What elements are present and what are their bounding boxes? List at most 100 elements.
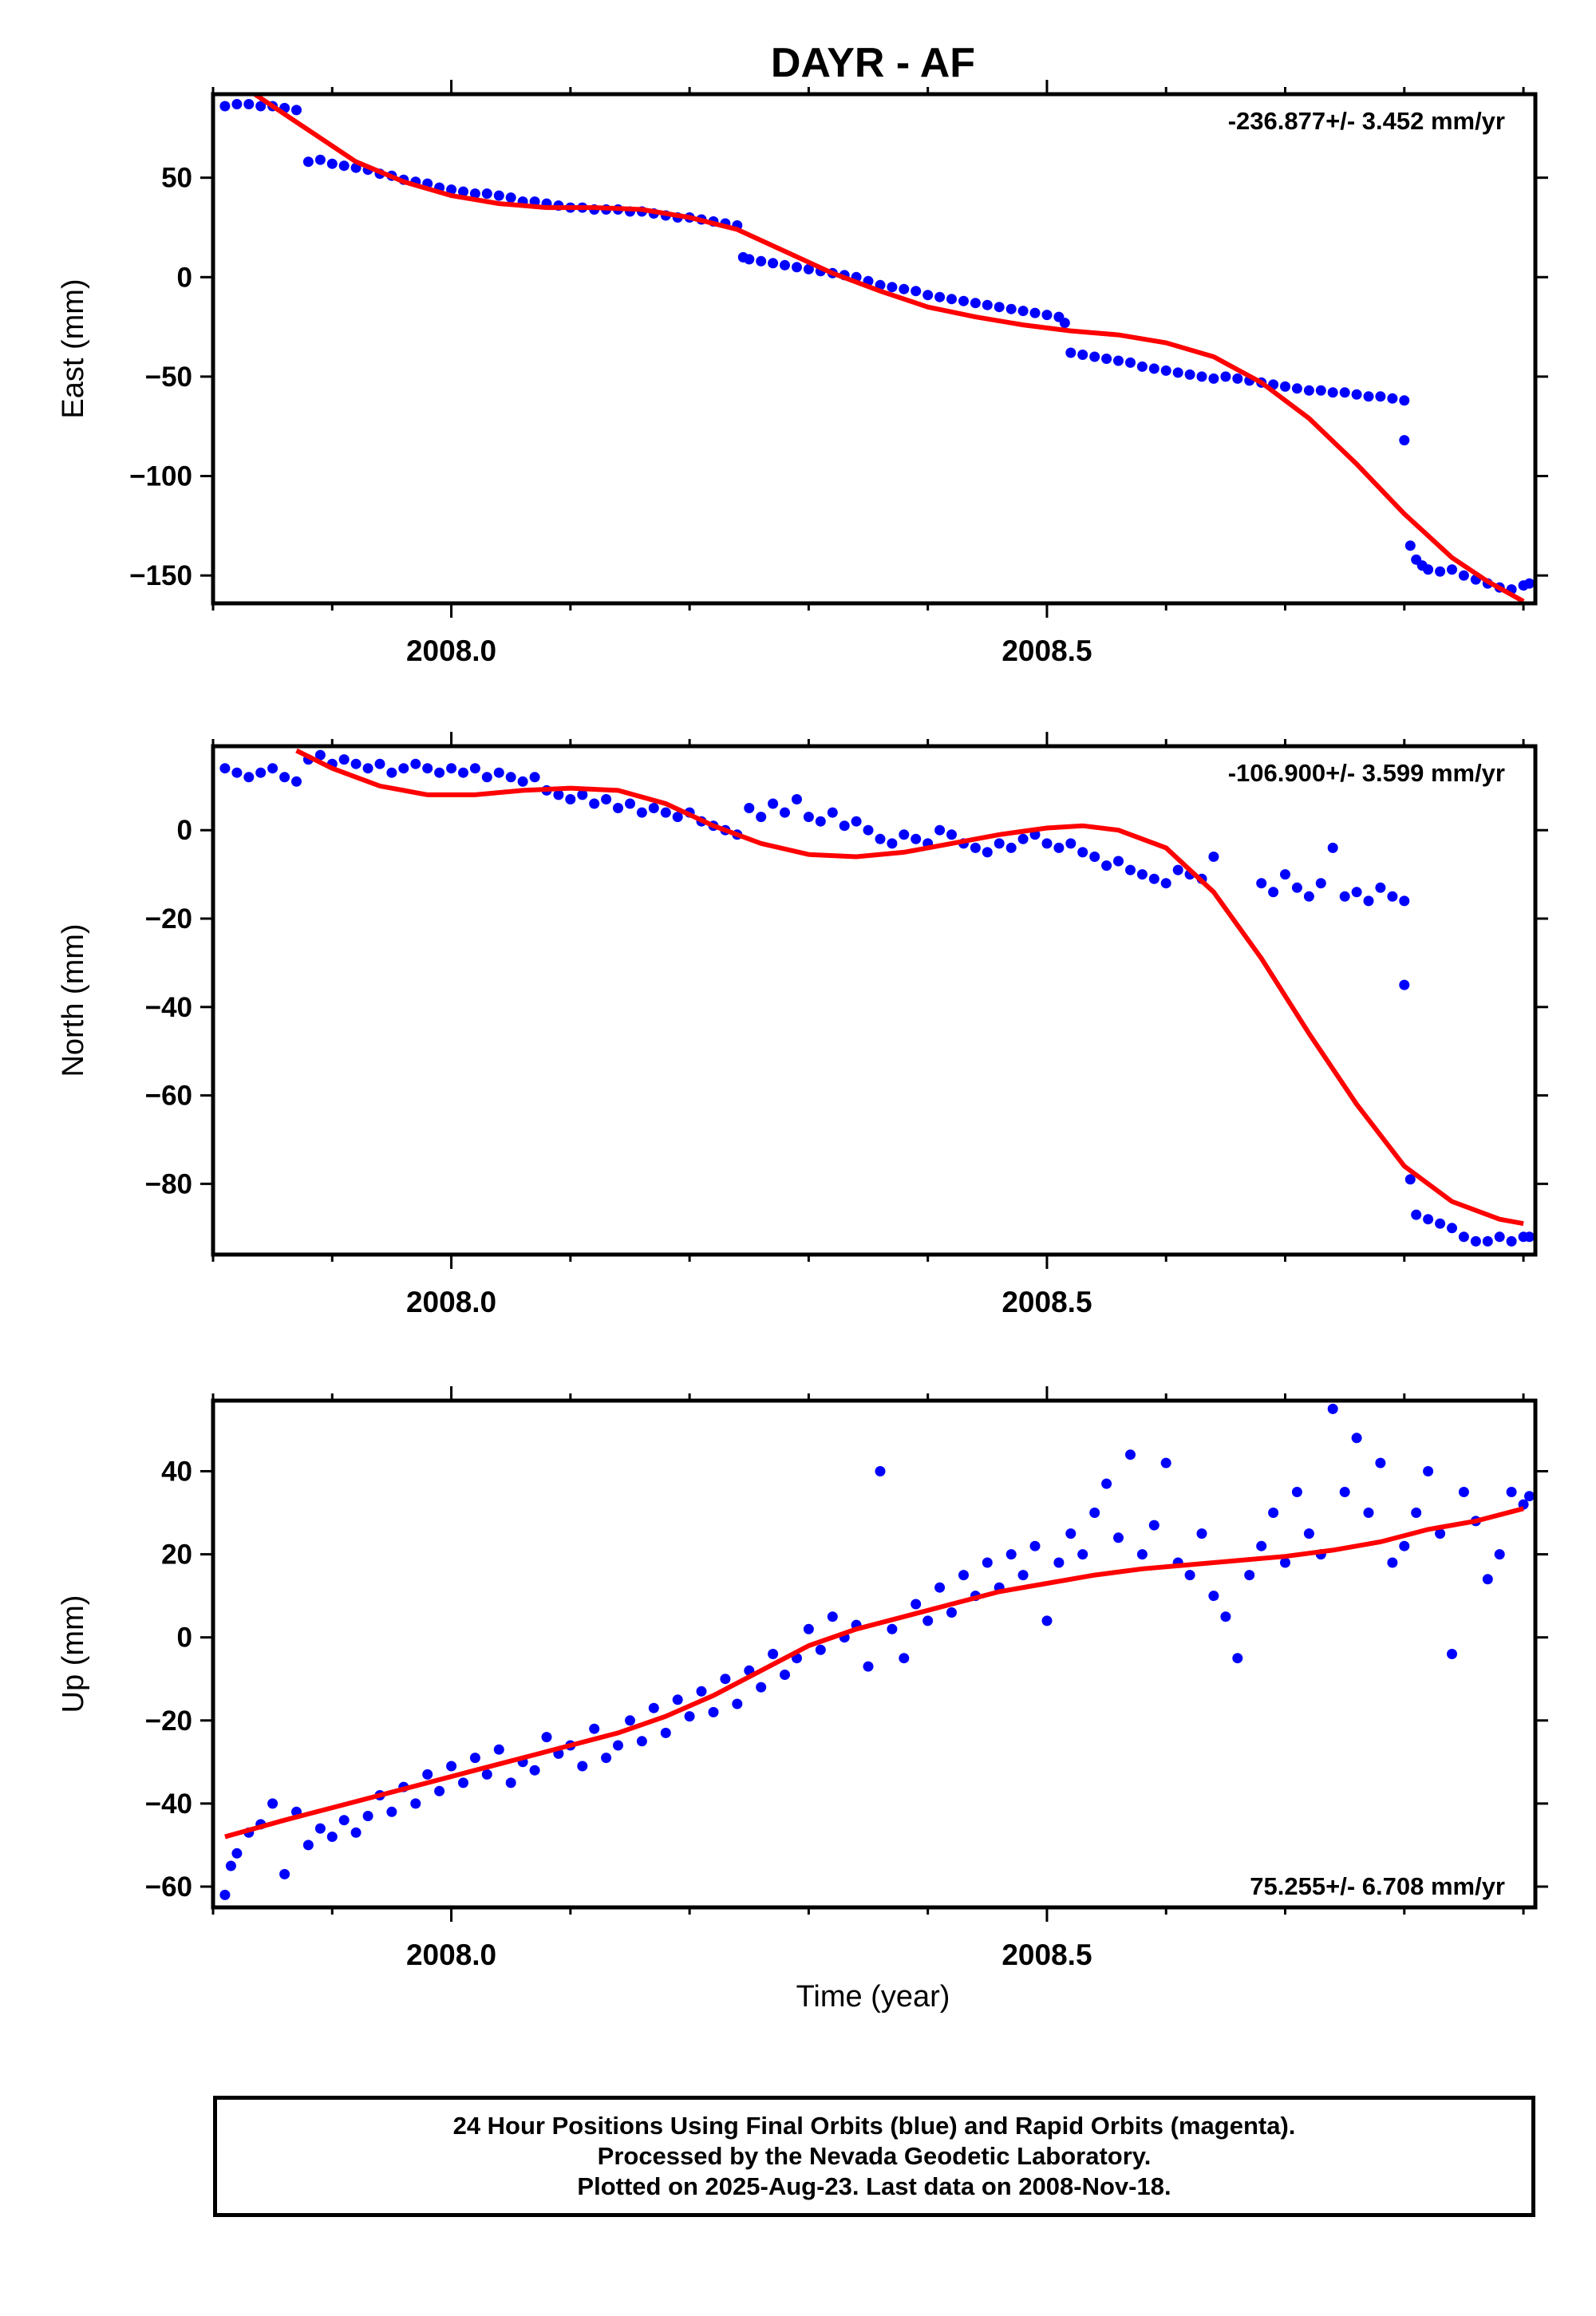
data-point [434, 1785, 445, 1796]
north-points [219, 749, 1535, 1247]
data-point [922, 1615, 934, 1626]
y-tick-label: 50 [161, 163, 192, 194]
y-tick-label: −40 [145, 1788, 192, 1820]
data-point [1363, 1508, 1374, 1518]
data-point [1101, 354, 1112, 364]
data-point [1136, 361, 1148, 372]
data-point [601, 794, 612, 804]
east-fit-line [253, 94, 1525, 603]
data-point [756, 255, 767, 267]
east-axis-title: East (mm) [57, 279, 90, 418]
data-point [768, 258, 779, 269]
data-point [803, 812, 814, 823]
data-point [1291, 383, 1302, 394]
data-point [1101, 1478, 1112, 1489]
data-point [231, 767, 243, 778]
data-point [1423, 1214, 1434, 1225]
x-tick-label: 2008.0 [406, 634, 496, 667]
data-point [1017, 1570, 1029, 1581]
y-tick-label: −100 [129, 461, 192, 492]
data-point [1196, 371, 1207, 382]
data-point [708, 1706, 719, 1717]
data-point [314, 749, 326, 761]
data-point [1089, 351, 1100, 362]
data-point [1375, 391, 1386, 402]
panel-east: 50 0 −50 −100 −150 2008.0 2008.5 East (mm) -236.… [57, 80, 1548, 667]
data-point [815, 816, 826, 827]
data-point [267, 1798, 279, 1809]
y-tick-label: −60 [145, 1871, 192, 1903]
data-point [505, 772, 516, 783]
north-frame [211, 744, 1538, 1257]
y-tick-label: 20 [161, 1539, 192, 1571]
data-point [1005, 303, 1017, 314]
data-point [434, 767, 445, 778]
data-point [1399, 435, 1410, 446]
data-point [958, 295, 969, 306]
data-point [1339, 1487, 1350, 1497]
x-tick-label: 2008.0 [406, 1939, 496, 1971]
data-point [625, 798, 635, 809]
data-point [660, 807, 671, 818]
data-point [469, 763, 480, 774]
data-point [577, 1761, 588, 1772]
data-point [1506, 1487, 1517, 1497]
data-point [1136, 869, 1148, 880]
data-point [1399, 395, 1410, 406]
data-point [481, 1769, 492, 1780]
data-point [469, 188, 480, 200]
data-point [1411, 1508, 1422, 1518]
data-point [911, 833, 922, 844]
data-point [1065, 347, 1077, 358]
data-point [338, 1815, 350, 1826]
data-point [613, 803, 623, 813]
data-point [458, 186, 468, 197]
data-point [1387, 393, 1398, 404]
data-point [1494, 1231, 1505, 1243]
data-point [1172, 367, 1183, 378]
data-point [982, 847, 993, 858]
data-point [302, 156, 314, 168]
data-point [1458, 1231, 1469, 1243]
data-point [279, 772, 290, 783]
data-point [493, 767, 504, 778]
data-point [1065, 1528, 1077, 1539]
data-point [768, 1649, 779, 1659]
data-point [946, 1607, 957, 1618]
data-point [803, 1623, 814, 1634]
data-point [481, 188, 492, 200]
data-point [887, 1623, 898, 1634]
data-point [302, 1840, 314, 1851]
data-point [780, 1670, 790, 1680]
data-point [636, 807, 647, 818]
data-point [493, 1744, 504, 1755]
data-point [1423, 564, 1434, 575]
data-point [291, 776, 302, 787]
data-point [1470, 1235, 1481, 1247]
data-point [469, 1753, 480, 1764]
data-point [577, 789, 588, 800]
data-point [756, 812, 767, 823]
data-point [410, 758, 421, 769]
panel-north: 0 −20 −40 −60 −80 2008.0 2008.5 North (mm) -106.… [57, 732, 1548, 1318]
data-point [887, 282, 898, 293]
data-point [1017, 833, 1029, 844]
data-point [422, 1769, 433, 1780]
data-point [219, 101, 231, 112]
data-point [1101, 860, 1112, 871]
data-point [1280, 381, 1290, 392]
y-tick-label: −20 [145, 1705, 192, 1737]
data-point [1208, 373, 1219, 384]
data-point [1339, 891, 1350, 902]
data-point [362, 1811, 373, 1821]
data-point [601, 1753, 612, 1764]
data-point [1077, 350, 1088, 360]
data-point [1411, 1209, 1422, 1220]
data-point [1232, 373, 1243, 384]
data-point [1041, 310, 1053, 321]
chart-title: DAYR - AF [771, 40, 975, 86]
data-point [338, 754, 350, 765]
data-point [1268, 1508, 1279, 1518]
data-point [1041, 838, 1053, 849]
